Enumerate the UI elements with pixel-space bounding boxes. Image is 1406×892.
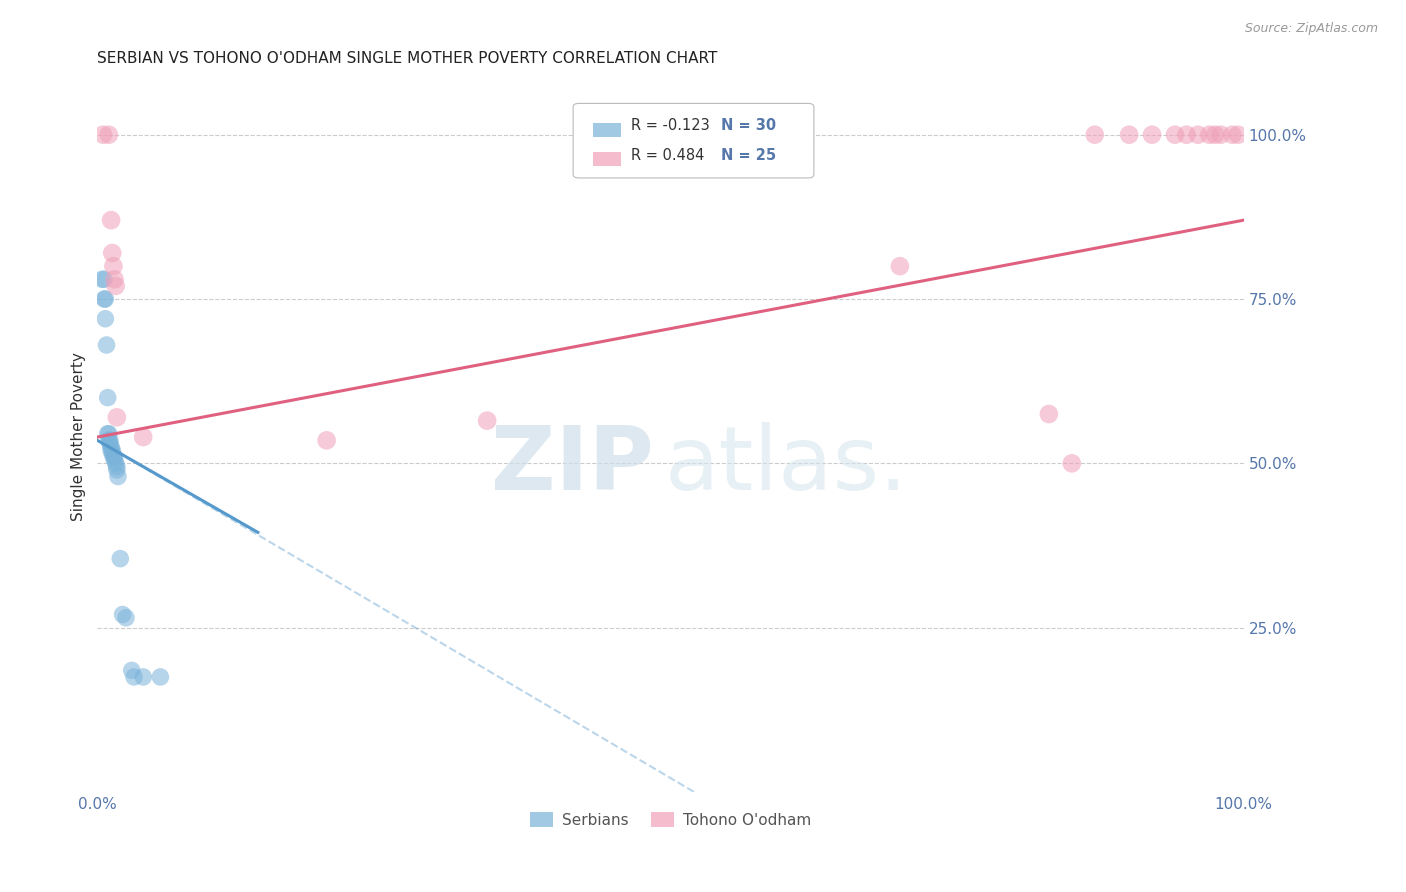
Point [101, 446, 124, 460]
Text: atlas.: atlas. [665, 422, 908, 509]
Point [93, 272, 115, 286]
Point [94, 292, 117, 306]
Point [122, 670, 145, 684]
Point [101, 246, 124, 260]
Point [1140, 128, 1163, 142]
Point [91, 128, 114, 142]
Text: R = -0.123: R = -0.123 [631, 119, 710, 133]
Point [94, 311, 117, 326]
Y-axis label: Single Mother Poverty: Single Mother Poverty [72, 352, 86, 522]
Point [1084, 128, 1107, 142]
Point [98, 436, 121, 450]
Point [1164, 128, 1187, 142]
Text: N = 25: N = 25 [721, 148, 776, 163]
Bar [592, 123, 621, 137]
Point [1038, 407, 1060, 421]
Point [132, 670, 155, 684]
Point [104, 278, 127, 293]
Point [100, 443, 122, 458]
Point [475, 414, 498, 428]
Text: Source: ZipAtlas.com: Source: ZipAtlas.com [1244, 22, 1378, 36]
Point [100, 213, 122, 227]
Text: ZIP: ZIP [491, 422, 654, 509]
Legend: Serbians, Tohono O'odham: Serbians, Tohono O'odham [523, 806, 818, 834]
FancyBboxPatch shape [574, 103, 814, 178]
Point [97, 426, 120, 441]
Point [132, 430, 155, 444]
Point [1118, 128, 1140, 142]
Point [121, 664, 143, 678]
Text: N = 30: N = 30 [721, 119, 776, 133]
Point [1204, 128, 1226, 142]
Point [115, 611, 138, 625]
Point [149, 670, 172, 684]
Point [1060, 456, 1083, 470]
Point [100, 440, 122, 454]
Point [1220, 128, 1243, 142]
Point [105, 459, 128, 474]
Point [91, 272, 114, 286]
Point [1187, 128, 1209, 142]
Point [105, 463, 128, 477]
Point [104, 456, 127, 470]
Point [103, 450, 125, 464]
Point [97, 426, 120, 441]
Point [96, 338, 118, 352]
Point [98, 434, 121, 448]
Point [105, 410, 128, 425]
Point [97, 128, 120, 142]
Point [110, 551, 132, 566]
Point [315, 434, 337, 448]
Point [101, 443, 124, 458]
Point [1198, 128, 1220, 142]
Point [1209, 128, 1232, 142]
Point [889, 259, 911, 273]
Point [1175, 128, 1198, 142]
Text: R = 0.484: R = 0.484 [631, 148, 704, 163]
Point [103, 450, 125, 464]
Point [97, 434, 120, 448]
Point [107, 469, 129, 483]
Point [93, 292, 115, 306]
Bar [592, 153, 621, 166]
Point [103, 259, 125, 273]
Point [111, 607, 134, 622]
Text: SERBIAN VS TOHONO O'ODHAM SINGLE MOTHER POVERTY CORRELATION CHART: SERBIAN VS TOHONO O'ODHAM SINGLE MOTHER … [97, 51, 717, 66]
Point [103, 453, 125, 467]
Point [103, 272, 125, 286]
Point [1227, 128, 1250, 142]
Point [97, 391, 120, 405]
